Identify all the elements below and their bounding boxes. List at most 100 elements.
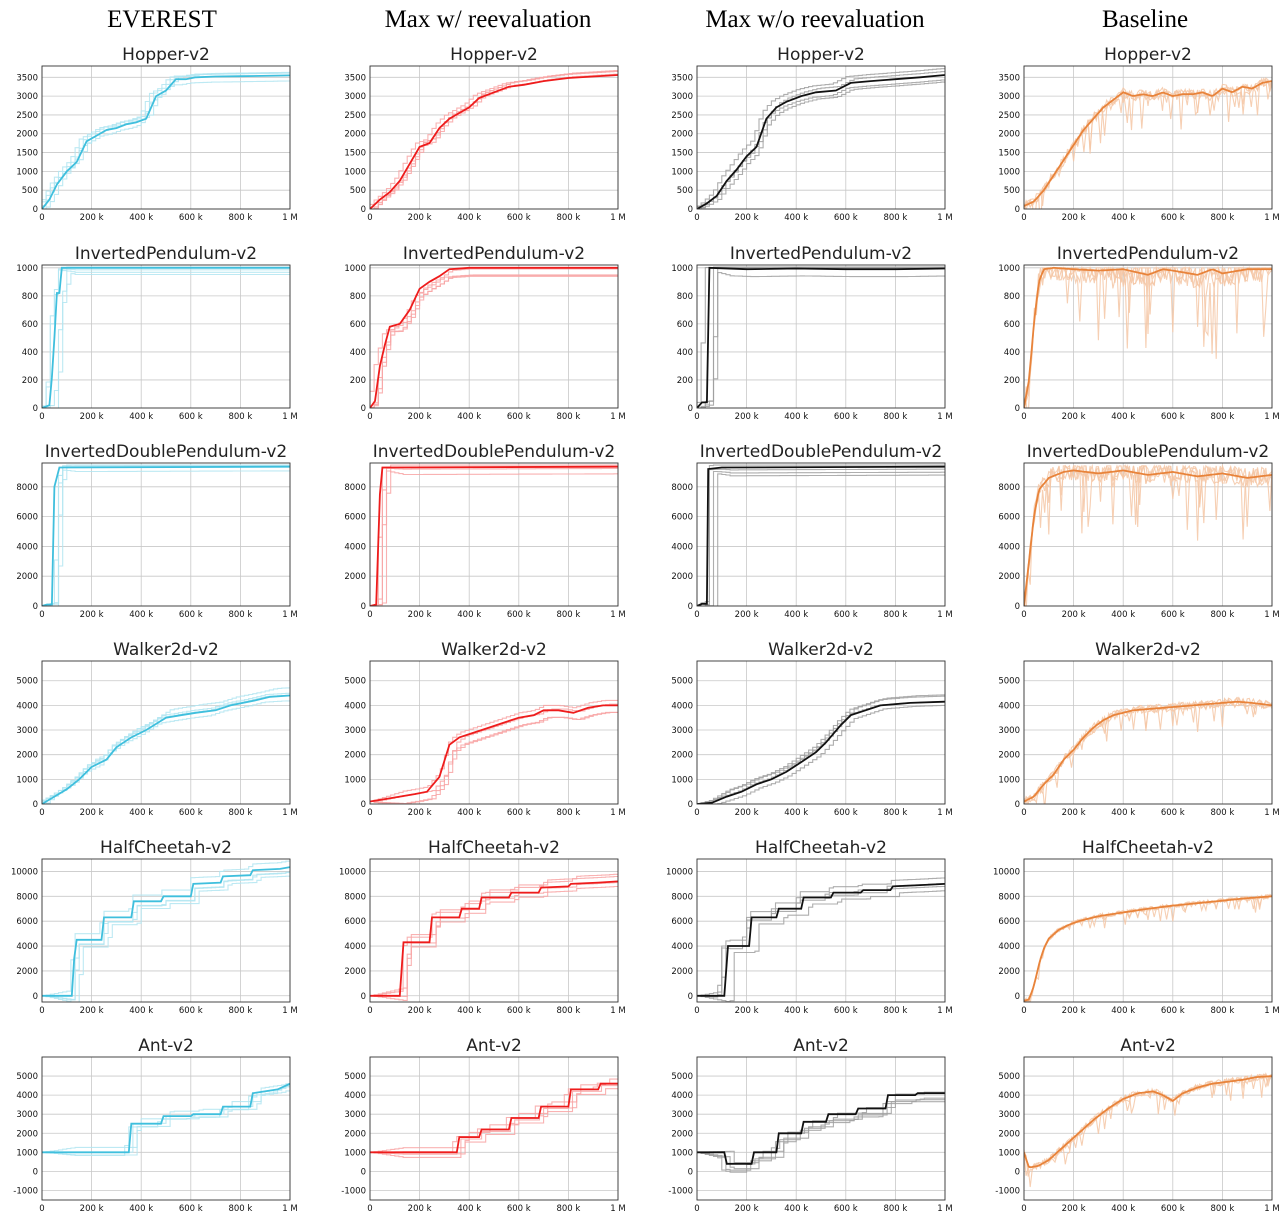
x-tick-label: 600 k: [834, 412, 858, 422]
run-line: [42, 1089, 290, 1156]
x-tick-label: 200 k: [408, 412, 432, 422]
x-tick-label: 800 k: [1210, 610, 1234, 620]
panel-title: InvertedPendulum-v2: [403, 244, 585, 264]
plot-frame: [41, 462, 291, 607]
x-tick-label: 1 M: [1264, 1204, 1279, 1214]
series-group: [370, 69, 618, 209]
series-group: [370, 464, 618, 606]
run-line: [42, 871, 290, 1001]
mean-line: [697, 700, 945, 804]
x-tick-label: 400 k: [129, 808, 153, 818]
x-tick-label: 1 M: [610, 808, 625, 818]
series-group: [697, 694, 945, 804]
y-tick-label: 0: [33, 1167, 38, 1177]
series-group: [697, 68, 945, 209]
run-line: [697, 890, 945, 1002]
y-tick-label: 0: [688, 800, 693, 810]
y-tick-label: 0: [688, 404, 693, 414]
series-group: [42, 1081, 290, 1157]
panel-title: HalfCheetah-v2: [100, 838, 232, 858]
y-tick-label: 600: [22, 320, 38, 330]
x-tick-label: 1 M: [610, 412, 625, 422]
y-tick-label: 1000: [671, 775, 693, 785]
run-line: [1024, 894, 1272, 1002]
panel-hopper-v2-1: Hopper-v2 0 200 k 400 k 600 k 800 k 1 M 0 500 100…: [344, 45, 625, 223]
y-tick-label: 3000: [344, 1110, 366, 1120]
series-group: [42, 464, 290, 606]
x-tick-label: 1 M: [282, 808, 297, 818]
x-tick-label: 800 k: [1210, 213, 1234, 223]
run-line: [42, 269, 290, 407]
y-tick-label: -1000: [341, 1186, 366, 1196]
series-group: [42, 860, 290, 1002]
x-tick-label: 200 k: [1062, 1204, 1086, 1214]
y-tick-label: 3000: [344, 726, 366, 736]
y-tick-label: 8000: [671, 483, 693, 493]
series-group: [697, 266, 945, 408]
run-line: [42, 875, 290, 1002]
run-line: [697, 473, 945, 606]
y-tick-label: 3000: [16, 1110, 38, 1120]
panel-title: InvertedDoublePendulum-v2: [373, 442, 616, 462]
x-tick-label: 200 k: [1062, 610, 1086, 620]
run-line: [1024, 265, 1272, 408]
mean-line: [697, 465, 945, 606]
x-tick-label: 800 k: [228, 213, 252, 223]
x-tick-label: 800 k: [556, 1006, 580, 1016]
y-tick-label: 2000: [344, 130, 366, 140]
y-tick-label: 0: [361, 205, 366, 215]
y-tick-label: 200: [350, 376, 366, 386]
x-tick-label: 200 k: [735, 412, 759, 422]
y-tick-label: 200: [677, 376, 693, 386]
x-tick-label: 1 M: [282, 1204, 297, 1214]
run-line: [370, 464, 618, 606]
y-tick-label: 6000: [998, 513, 1020, 523]
y-tick-label: 1000: [998, 264, 1020, 274]
y-tick-label: 5000: [16, 677, 38, 687]
y-tick-label: 8000: [16, 483, 38, 493]
y-tick-label: 8000: [998, 892, 1020, 902]
y-tick-label: 600: [350, 320, 366, 330]
y-tick-label: 4000: [671, 942, 693, 952]
x-tick-label: 400 k: [457, 412, 481, 422]
plot-frame: [369, 660, 619, 805]
x-tick-label: 0: [367, 213, 372, 223]
y-tick-label: 10000: [993, 867, 1020, 877]
y-tick-label: 4000: [998, 701, 1020, 711]
plot-frame: [369, 65, 619, 210]
panel-title: Ant-v2: [138, 1036, 194, 1056]
series-group: [1024, 463, 1272, 606]
y-tick-label: 2000: [16, 572, 38, 582]
y-tick-label: 2000: [16, 1129, 38, 1139]
run-line: [42, 266, 290, 408]
column-header-everest: EVEREST: [107, 6, 217, 33]
panel-walker2d-v2-1: Walker2d-v2 0 200 k 400 k 600 k 800 k 1 M 0 1000…: [344, 640, 625, 818]
x-tick-label: 0: [694, 1204, 699, 1214]
column-header-max-without-reevaluation: Max w/o reevaluation: [705, 6, 925, 33]
x-tick-label: 800 k: [883, 412, 907, 422]
panel-inverteddoublependulum-v2-3: InvertedDoublePendulum-v2 0 200 k 400 k 600 …: [998, 442, 1279, 620]
plot-frame: [696, 1056, 946, 1201]
y-tick-label: 2000: [344, 967, 366, 977]
y-tick-label: 500: [22, 186, 38, 196]
run-line: [370, 268, 618, 408]
panel-title: Walker2d-v2: [113, 640, 219, 660]
x-tick-label: 400 k: [784, 213, 808, 223]
y-tick-label: 200: [22, 376, 38, 386]
run-line: [1024, 1072, 1272, 1176]
y-tick-label: 3000: [998, 726, 1020, 736]
y-tick-label: 2000: [998, 967, 1020, 977]
x-tick-label: 200 k: [1062, 213, 1086, 223]
y-tick-label: 0: [33, 992, 38, 1002]
y-tick-label: 6000: [671, 513, 693, 523]
panel-title: HalfCheetah-v2: [1082, 838, 1214, 858]
mean-line: [697, 1092, 945, 1165]
plot-frame: [696, 462, 946, 607]
plot-frame: [1023, 65, 1273, 210]
mean-line: [697, 266, 945, 408]
y-tick-label: 1000: [344, 1148, 366, 1158]
y-tick-label: 1000: [16, 264, 38, 274]
x-tick-label: 1 M: [1264, 808, 1279, 818]
x-tick-label: 400 k: [129, 213, 153, 223]
